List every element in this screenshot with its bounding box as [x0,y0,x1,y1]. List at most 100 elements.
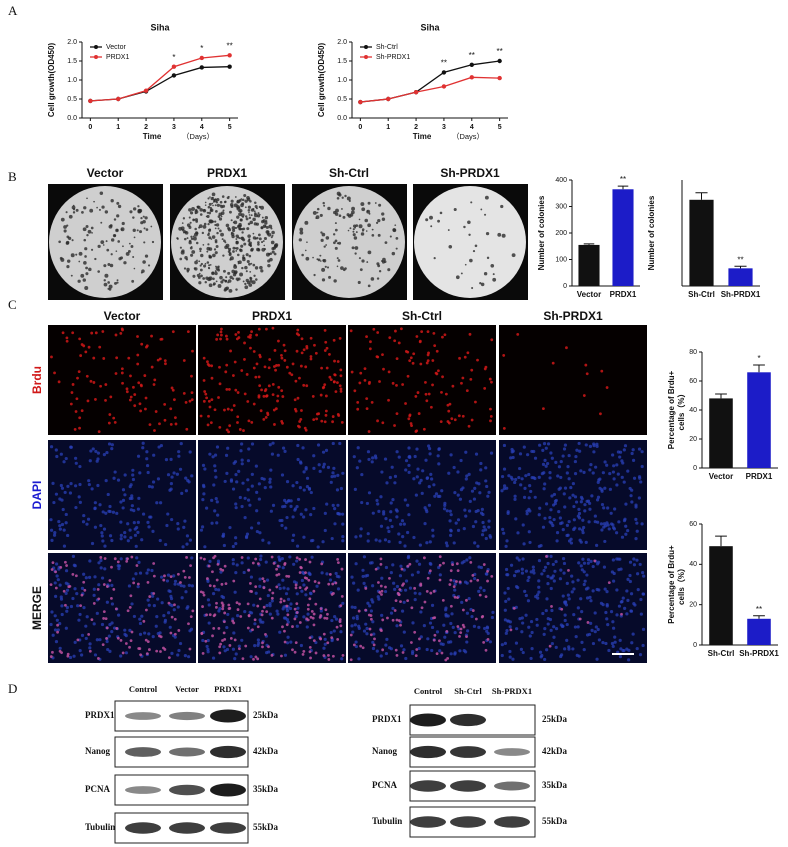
nucleus [263,486,267,490]
colony [484,213,487,216]
colony [467,220,471,225]
brdu-cell [152,383,156,386]
nucleus [110,443,114,447]
brdu-cell [295,349,299,353]
nucleus [593,630,597,634]
nucleus [235,563,239,567]
nucleus [554,559,558,564]
nucleus [215,445,220,449]
colony [354,246,359,250]
colony [238,212,242,217]
nucleus [629,494,633,498]
nucleus [416,570,420,574]
brdu-cell [338,336,342,340]
colony [229,256,234,261]
nucleus [80,586,85,590]
brdu-cell [199,556,203,560]
brdu-cell [459,631,463,635]
colony [210,238,213,240]
colony [150,225,153,228]
nucleus [570,574,574,578]
nucleus [502,484,507,488]
colony [208,276,213,281]
colony [269,252,273,255]
nucleus [324,448,329,452]
nucleus [591,641,596,646]
nucleus [505,628,509,633]
brdu-cell [128,398,132,402]
brdu-cell [381,353,384,356]
nucleus [506,510,510,514]
nucleus [593,514,597,518]
nucleus [550,494,554,498]
nucleus [137,496,141,500]
nucleus [513,494,517,498]
nucleus [76,604,80,608]
nucleus [444,606,448,610]
nucleus [389,501,393,505]
brdu-cell [210,364,214,368]
x-axis-unit: （Days） [182,132,214,141]
colony [83,261,87,265]
nucleus [579,564,583,568]
colony [231,226,236,230]
brdu-cell [277,385,281,389]
nucleus [596,627,600,632]
nucleus [159,443,164,448]
micrograph [48,325,196,435]
nucleus [233,657,237,661]
nucleus [267,541,271,545]
nucleus [180,491,184,495]
brdu-cell [223,564,227,568]
nucleus [377,597,381,601]
brdu-cell [225,428,229,432]
brdu-cell [51,561,55,564]
brdu-cell [308,560,312,564]
nucleus [123,530,127,535]
nucleus [552,579,556,583]
brdu-cell [184,400,188,404]
x-tick-label: PRDX1 [746,472,773,481]
nucleus [110,630,114,634]
nucleus [617,568,621,572]
brdu-cell [605,386,609,389]
brdu-cell [82,344,86,348]
brdu-cell [376,355,380,359]
colony [232,250,235,253]
nucleus [583,503,587,507]
nucleus [78,482,82,487]
brdu-cell [294,379,298,383]
nucleus [73,484,78,488]
brdu-cell [388,577,391,580]
brdu-cell [457,414,461,418]
brdu-cell [98,345,102,349]
nucleus [176,582,181,586]
nucleus [509,475,513,479]
nucleus [282,586,286,590]
nucleus [172,471,176,475]
colony [195,220,199,223]
brdu-cell [128,645,131,649]
nucleus [611,470,616,474]
colony [102,244,105,246]
brdu-cell [249,582,252,585]
colony [212,253,216,258]
colony [72,211,76,214]
nucleus [147,525,151,529]
colony [221,238,224,241]
brdu-cell [64,560,67,564]
brdu-cell [116,636,120,640]
nucleus [334,617,339,621]
nucleus [278,558,282,562]
panel-letter: D [8,681,17,696]
brdu-cell [402,582,405,586]
brdu-cell [310,609,314,613]
nucleus [634,537,638,541]
nucleus [117,567,121,571]
colony [364,218,369,223]
nucleus [73,640,77,644]
nucleus [66,484,70,488]
nucleus [325,572,329,576]
nucleus [107,442,112,446]
nucleus [337,575,341,579]
